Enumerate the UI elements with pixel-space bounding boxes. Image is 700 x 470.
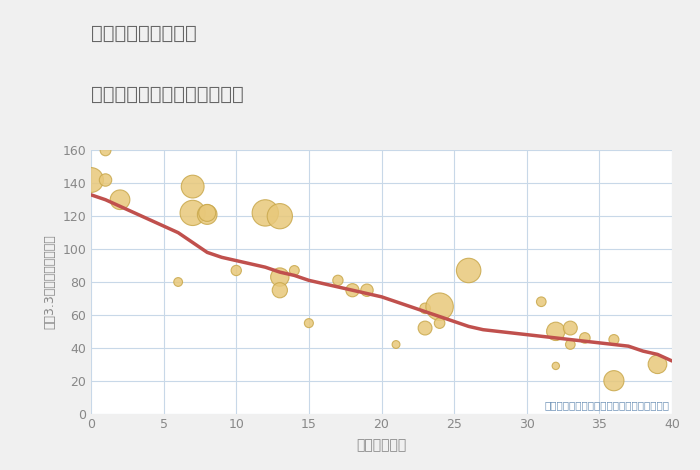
Point — [100, 176, 111, 184]
Text: 築年数別中古マンション価格: 築年数別中古マンション価格 — [91, 85, 244, 103]
Point — [361, 286, 372, 294]
Point — [274, 286, 286, 294]
Point — [550, 362, 561, 369]
Point — [565, 324, 576, 332]
Point — [536, 298, 547, 306]
Point — [565, 341, 576, 348]
Point — [580, 334, 591, 342]
Point — [391, 341, 402, 348]
Point — [114, 196, 126, 204]
Point — [85, 176, 97, 184]
Point — [419, 305, 430, 312]
Text: 円の大きさは、取引のあった物件面積を示す: 円の大きさは、取引のあった物件面積を示す — [544, 400, 669, 410]
Point — [202, 209, 213, 217]
Point — [463, 266, 475, 274]
Point — [202, 211, 213, 218]
Text: 奈良県奈良市針町の: 奈良県奈良市針町の — [91, 24, 197, 42]
Point — [419, 324, 430, 332]
Point — [274, 273, 286, 281]
X-axis label: 築年数（年）: 築年数（年） — [356, 439, 407, 453]
Point — [187, 183, 198, 190]
Point — [550, 328, 561, 335]
Point — [608, 336, 620, 343]
Point — [303, 320, 314, 327]
Point — [100, 147, 111, 154]
Y-axis label: 坪（3.3㎡）単価（万円）: 坪（3.3㎡）単価（万円） — [43, 235, 57, 329]
Point — [231, 266, 242, 274]
Point — [434, 303, 445, 310]
Point — [652, 360, 663, 368]
Point — [289, 266, 300, 274]
Point — [187, 209, 198, 217]
Point — [608, 377, 620, 384]
Point — [434, 320, 445, 327]
Point — [274, 212, 286, 220]
Point — [172, 278, 183, 286]
Point — [332, 276, 344, 284]
Point — [260, 209, 271, 217]
Point — [346, 286, 358, 294]
